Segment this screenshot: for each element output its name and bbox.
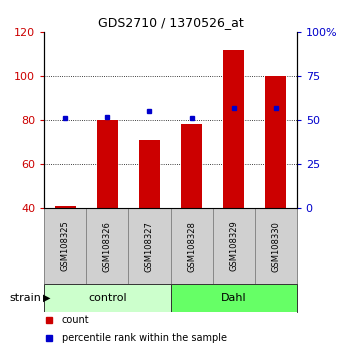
Text: count: count <box>62 315 90 325</box>
Text: percentile rank within the sample: percentile rank within the sample <box>62 333 227 343</box>
Bar <box>181 125 202 208</box>
Bar <box>212 208 255 284</box>
Bar <box>44 208 86 284</box>
Text: Dahl: Dahl <box>221 293 247 303</box>
Bar <box>265 76 286 208</box>
Text: control: control <box>88 293 127 303</box>
Bar <box>129 208 170 284</box>
Bar <box>223 50 244 208</box>
Text: GSM108325: GSM108325 <box>61 221 70 272</box>
Bar <box>255 208 297 284</box>
Title: GDS2710 / 1370526_at: GDS2710 / 1370526_at <box>98 16 243 29</box>
Text: GSM108326: GSM108326 <box>103 221 112 272</box>
Bar <box>170 208 212 284</box>
Text: ▶: ▶ <box>43 293 50 303</box>
Bar <box>55 206 76 208</box>
Bar <box>139 140 160 208</box>
Bar <box>44 284 170 312</box>
Bar <box>97 120 118 208</box>
Text: GSM108327: GSM108327 <box>145 221 154 272</box>
Text: GSM108330: GSM108330 <box>271 221 280 272</box>
Bar <box>86 208 129 284</box>
Text: GSM108329: GSM108329 <box>229 221 238 272</box>
Text: strain: strain <box>9 293 41 303</box>
Text: GSM108328: GSM108328 <box>187 221 196 272</box>
Bar <box>170 284 297 312</box>
